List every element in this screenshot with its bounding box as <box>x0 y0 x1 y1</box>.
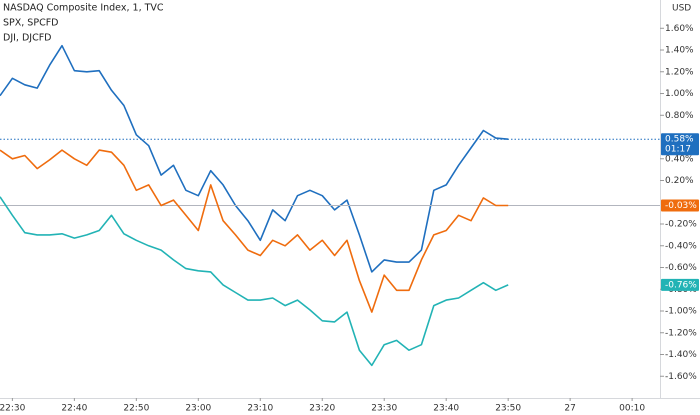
x-tick-label: 23:30 <box>371 404 397 414</box>
series-line <box>0 44 509 273</box>
x-tick-label: 00:10 <box>619 404 645 414</box>
y-tick-label: 0.40% <box>665 154 694 164</box>
y-tick-label: -0.60% <box>665 263 697 273</box>
x-tick-label: 27 <box>564 404 575 414</box>
x-tick-label: 23:00 <box>185 404 211 414</box>
last-value-label: -0.76% <box>665 280 697 290</box>
legend-entry: SPX, SPCFD <box>3 18 58 29</box>
x-tick-label: 23:10 <box>247 404 273 414</box>
y-tick-label: 1.00% <box>665 89 694 99</box>
y-tick-label: -0.40% <box>665 241 697 251</box>
y-axis-label: USD <box>672 4 691 14</box>
series-line <box>0 149 509 313</box>
last-value-box <box>661 199 699 212</box>
y-tick-label: 1.40% <box>665 46 694 56</box>
y-tick-label: -1.20% <box>665 328 697 338</box>
y-tick-label: 1.20% <box>665 67 694 77</box>
x-tick-label: 22:30 <box>0 404 26 414</box>
x-tick-label: 23:40 <box>433 404 459 414</box>
y-tick-label: 1.60% <box>665 24 694 34</box>
legend-entry: NASDAQ Composite Index, 1, TVC <box>3 3 164 14</box>
last-value-label: -0.03% <box>665 201 697 211</box>
series-line <box>0 196 509 367</box>
x-tick-label: 22:40 <box>61 404 87 414</box>
y-tick-label: -1.60% <box>665 372 697 382</box>
countdown-label: 01:17 <box>665 145 691 155</box>
y-tick-label: 0.20% <box>665 176 694 186</box>
y-tick-label: -1.00% <box>665 307 697 317</box>
x-tick-label: 23:50 <box>495 404 521 414</box>
x-tick-label: 22:50 <box>123 404 149 414</box>
last-value-box <box>661 133 699 156</box>
y-tick-label: -0.20% <box>665 220 697 230</box>
last-value-label: 0.58% <box>665 135 694 145</box>
last-value-box <box>661 278 699 291</box>
legend-entry: DJI, DJCFD <box>3 33 52 44</box>
y-tick-label: 0.80% <box>665 111 694 121</box>
x-tick-label: 23:20 <box>309 404 335 414</box>
y-tick-label: -1.40% <box>665 350 697 360</box>
